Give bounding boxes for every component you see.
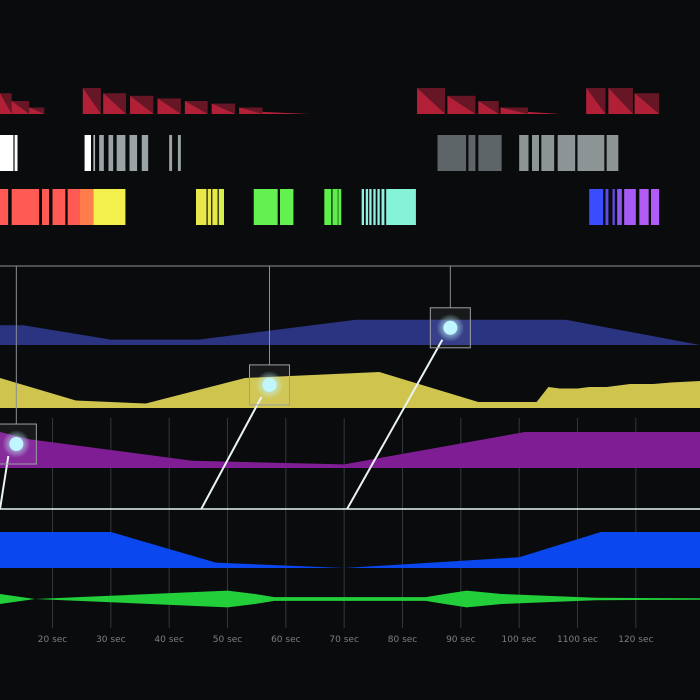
barcode-1-mark-12	[468, 135, 476, 171]
barcode-1-mark-10	[177, 135, 181, 171]
barcode-2-mark-1	[11, 189, 40, 225]
barcode-2-mark-21	[381, 189, 385, 225]
barcode-2-mark-19	[373, 189, 376, 225]
barcode-2-mark-26	[617, 189, 622, 225]
barcode-2-mark-28	[639, 189, 649, 225]
barcode-2-mark-7	[196, 189, 207, 225]
barcode-2-mark-13	[324, 189, 332, 225]
marker-dot-1	[262, 377, 277, 392]
barcode-2-mark-6	[93, 189, 126, 225]
tick-label-1: 30 sec	[96, 635, 126, 645]
barcode-1-mark-17	[557, 135, 576, 171]
series-area-0	[0, 319, 700, 345]
series-area-1	[0, 372, 700, 408]
barcode-2-mark-16	[361, 189, 364, 225]
barcode-2-mark-25	[612, 189, 615, 225]
barcode-1-mark-18	[577, 135, 605, 171]
tick-label-5: 70 sec	[329, 635, 359, 645]
barcode-0-stripe-7	[184, 101, 208, 114]
barcode-2-mark-20	[377, 189, 380, 225]
marker-dot-2	[443, 320, 458, 335]
tick-label-2: 40 sec	[154, 635, 184, 645]
barcode-1-mark-6	[116, 135, 126, 171]
barcode-0-stripe-8	[211, 103, 236, 114]
barcode-2-mark-14	[332, 189, 338, 225]
barcode-1-mark-19	[606, 135, 619, 171]
marker-dot-0	[9, 437, 24, 452]
barcode-0-stripe-4	[103, 93, 126, 114]
barcode-0-stripe-18	[634, 93, 660, 114]
barcode-1-mark-7	[129, 135, 138, 171]
barcode-2-mark-22	[386, 189, 416, 225]
barcode-1-mark-3	[93, 135, 96, 171]
barcode-2-mark-9	[212, 189, 218, 225]
barcode-0-stripe-14	[500, 107, 528, 114]
tick-label-4: 60 sec	[271, 635, 301, 645]
barcode-2-mark-29	[651, 189, 660, 225]
barcode-2-mark-2	[42, 189, 49, 225]
barcode-2-mark-18	[369, 189, 372, 225]
tick-label-3: 50 sec	[213, 635, 243, 645]
barcode-0-stripe-9	[239, 107, 263, 114]
barcode-0-stripe-1	[11, 101, 30, 114]
barcode-2-mark-11	[253, 189, 278, 225]
barcode-2-mark-12	[280, 189, 294, 225]
barcode-2-mark-15	[338, 189, 342, 225]
barcode-2-mark-4	[67, 189, 80, 225]
tick-label-8: 100 sec	[502, 635, 537, 645]
series-area-3	[0, 532, 700, 568]
barcode-1-mark-14	[519, 135, 529, 171]
marker-pointer-1	[200, 396, 263, 510]
marker-pointer-2	[346, 339, 444, 510]
barcode-0-stripe-12	[447, 95, 476, 114]
barcode-0-stripe-16	[586, 88, 606, 114]
barcode-1-mark-0	[0, 135, 14, 171]
barcode-2-mark-17	[365, 189, 369, 225]
barcode-2-mark-8	[207, 189, 212, 225]
barcode-1-mark-4	[99, 135, 104, 171]
barcode-1-mark-16	[541, 135, 555, 171]
barcode-0-stripe-0	[0, 93, 12, 114]
tick-label-0: 20 sec	[38, 635, 68, 645]
barcode-0-stripe-3	[82, 88, 101, 114]
barcode-2-mark-24	[605, 189, 609, 225]
barcode-0-mark-10	[262, 111, 310, 114]
barcode-1-mark-11	[437, 135, 467, 171]
barcode-2-mark-3	[52, 189, 66, 225]
barcode-0-mark-15	[527, 111, 560, 114]
barcode-2-mark-10	[218, 189, 224, 225]
barcode-0-stripe-11	[417, 88, 446, 114]
barcode-0-stripe-2	[29, 107, 45, 114]
series-area-2	[0, 432, 700, 468]
barcode-1-mark-13	[478, 135, 502, 171]
barcode-1-mark-9	[169, 135, 173, 171]
barcode-2-mark-27	[624, 189, 636, 225]
tick-label-10: 120 sec	[618, 635, 653, 645]
barcode-0-stripe-17	[608, 88, 633, 114]
x-axis-ticks: 20 sec 30 sec 40 sec 50 sec 60 sec 70 sec 80 s…	[38, 635, 654, 645]
barcode-0-stripe-13	[478, 101, 499, 114]
barcode-2-mark-0	[0, 189, 9, 225]
timeline-frame	[0, 265, 700, 510]
tick-label-6: 80 sec	[388, 635, 418, 645]
barcode-1-mark-15	[532, 135, 539, 171]
barcode-1-mark-8	[141, 135, 149, 171]
barcode-0-stripe-5	[130, 95, 154, 114]
barcode-0-stripe-6	[157, 98, 181, 114]
playhead-markers	[0, 266, 471, 510]
marker-pointer-0	[0, 455, 10, 510]
barcode-2-mark-23	[589, 189, 604, 225]
tick-label-9: 1100 sec	[557, 635, 598, 645]
barcode-1-mark-5	[108, 135, 114, 171]
barcode-1-mark-1	[14, 135, 18, 171]
area-series	[0, 319, 700, 608]
barcode-2-mark-5	[79, 189, 94, 225]
barcode-1-mark-2	[84, 135, 91, 171]
barcode-tracks	[0, 88, 660, 225]
tick-label-7: 90 sec	[446, 635, 476, 645]
series-area-4	[0, 590, 700, 608]
